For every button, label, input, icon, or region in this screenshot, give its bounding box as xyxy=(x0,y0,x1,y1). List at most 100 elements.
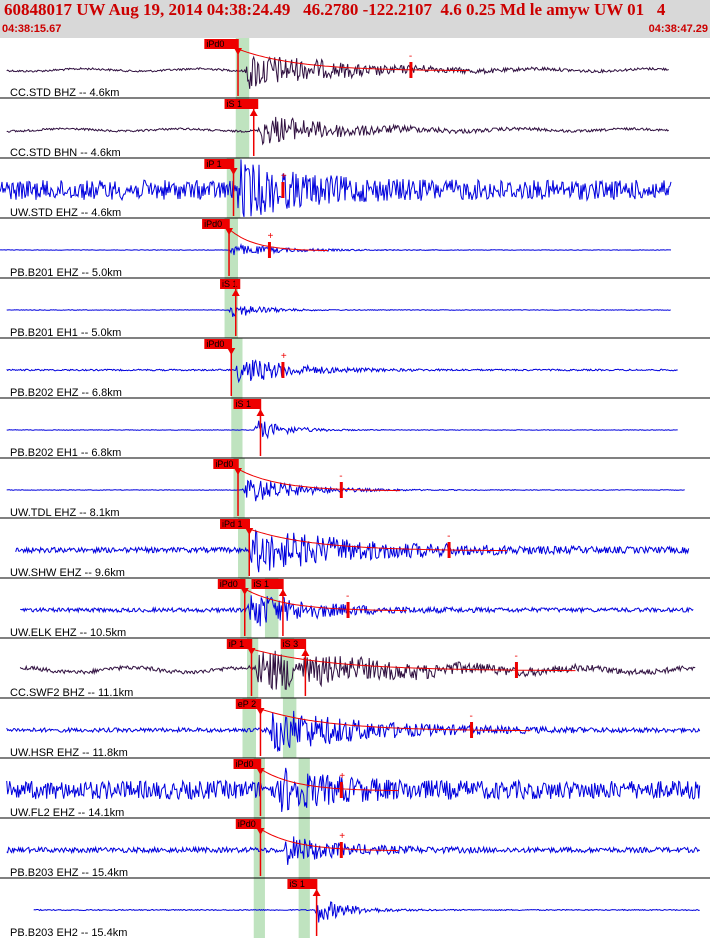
trace-panel: iPd0 - CC.STD BHZ -- 4.6km xyxy=(6,39,669,99)
amplitude-mark-label: + xyxy=(339,771,345,782)
amplitude-mark-label: - xyxy=(339,471,342,482)
event-title: 60848017 UW Aug 19, 2014 04:38:24.49 46.… xyxy=(4,0,666,19)
trace-panel: iS 1 CC.STD BHN -- 4.6km xyxy=(0,97,710,159)
trace-label: UW.SHW EHZ -- 9.6km xyxy=(10,567,125,579)
pick-label: iPd 1 xyxy=(222,519,243,529)
pick-tag xyxy=(251,579,283,589)
pick-label: iPd0 xyxy=(206,39,224,49)
pick-tag xyxy=(202,219,230,229)
trace-label: CC.SWF2 BHZ -- 11.1km xyxy=(10,687,133,699)
pick-tag xyxy=(217,579,245,589)
waveform xyxy=(6,359,678,384)
pick-arrow xyxy=(301,649,310,656)
amplitude-mark-label: - xyxy=(409,51,412,62)
pick-label: iPd0 xyxy=(206,339,224,349)
amplitude-mark-label: + xyxy=(281,171,287,182)
pick-tag xyxy=(213,459,239,469)
waveform xyxy=(20,595,694,627)
pick-label: iP 1 xyxy=(206,159,221,169)
pick-tag xyxy=(280,639,306,649)
waveform xyxy=(6,116,670,146)
trace-label: PB.B203 EHZ -- 15.4km xyxy=(10,867,128,879)
pick-arrow xyxy=(240,588,249,595)
amplitude-mark-label: - xyxy=(346,591,349,602)
pick-arrow xyxy=(231,289,240,296)
trace-label: UW.FL2 EHZ -- 14.1km xyxy=(10,807,124,819)
trace-label: UW.TDL EHZ -- 8.1km xyxy=(10,507,120,519)
coda-curve xyxy=(249,528,508,552)
amplitude-mark-label: - xyxy=(470,711,473,722)
pick-tag xyxy=(204,39,239,49)
pick-tag xyxy=(220,519,250,529)
waveform xyxy=(6,767,701,812)
time-end-label: 04:38:47.29 xyxy=(648,23,708,35)
time-start-label: 04:38:15.67 xyxy=(2,23,62,35)
trace-label: PB.B202 EHZ -- 6.8km xyxy=(10,387,122,399)
pick-tag xyxy=(224,99,259,109)
pick-label: iPd0 xyxy=(238,819,256,829)
pick-arrow xyxy=(312,889,321,896)
pick-arrow xyxy=(225,228,234,235)
trace-label: CC.STD BHN -- 4.6km xyxy=(10,147,121,159)
trace-panel: iPd0 + PB.B202 EHZ -- 6.8km xyxy=(0,337,710,399)
waveform xyxy=(0,159,672,218)
pick-arrow xyxy=(256,708,265,715)
trace-panel: iPd 1 - UW.SHW EHZ -- 9.6km xyxy=(0,517,710,579)
trace-panel: iS 1 PB.B203 EH2 -- 15.4km xyxy=(0,877,710,938)
pick-arrow xyxy=(247,648,256,655)
pick-window xyxy=(264,578,279,638)
trace-label: UW.STD EHZ -- 4.6km xyxy=(10,207,121,219)
pick-window xyxy=(298,758,310,818)
pick-arrow xyxy=(256,768,265,775)
pick-tag xyxy=(233,399,261,409)
coda-curve xyxy=(260,828,399,852)
pick-window xyxy=(253,818,265,878)
coda-curve xyxy=(244,588,407,612)
coda-curve xyxy=(237,48,469,72)
waveform xyxy=(6,836,701,865)
trace-panel: iPd0 + PB.B203 EHZ -- 15.4km xyxy=(0,817,710,879)
pick-label: eP 2 xyxy=(238,699,256,709)
pick-label: iP 1 xyxy=(229,639,244,649)
pick-arrow xyxy=(229,168,238,175)
trace-panel: iPd0 iS 1 - UW.ELK EHZ -- 10.5km xyxy=(0,577,710,639)
amplitude-mark-label: - xyxy=(447,531,450,542)
trace-panel: iPd0 + UW.FL2 EHZ -- 14.1km xyxy=(0,757,710,819)
pick-window xyxy=(282,698,297,758)
header-bar: 60848017 UW Aug 19, 2014 04:38:24.49 46.… xyxy=(0,0,710,38)
pick-window xyxy=(235,98,250,158)
pick-tag xyxy=(204,159,234,169)
pick-label: iPd0 xyxy=(204,219,222,229)
pick-arrow xyxy=(256,409,265,416)
pick-label: iPd0 xyxy=(220,579,238,589)
pick-label: iPd0 xyxy=(236,759,254,769)
pick-label: iS 1 xyxy=(236,399,252,409)
trace-label: PB.B203 EH2 -- 15.4km xyxy=(10,927,127,938)
pick-label: iS 1 xyxy=(222,279,238,289)
waveform xyxy=(6,305,671,317)
pick-label: iS 1 xyxy=(289,879,305,889)
pick-arrow xyxy=(227,348,236,355)
pick-tag xyxy=(235,699,261,709)
amplitude-mark-label: - xyxy=(514,651,517,662)
waveform xyxy=(6,479,685,502)
pick-arrow xyxy=(234,48,243,55)
seismogram-plot: iPd0 - CC.STD BHZ -- 4.6km iS 1 CC.STD BHN -… xyxy=(0,38,710,938)
pick-window xyxy=(253,878,265,938)
trace-label: CC.STD BHZ -- 4.6km xyxy=(10,87,119,99)
coda-curve xyxy=(260,768,399,792)
amplitude-mark-label: + xyxy=(281,351,287,362)
pick-label: iS 1 xyxy=(227,99,243,109)
pick-window xyxy=(231,398,243,458)
pick-label: iS 1 xyxy=(253,579,269,589)
trace-label: PB.B201 EH1 -- 5.0km xyxy=(10,327,121,339)
trace-panel: iP 1 iS 3 - CC.SWF2 BHZ -- 11.1km xyxy=(0,637,710,699)
trace-label: UW.ELK EHZ -- 10.5km xyxy=(10,627,126,639)
trace-panel: iS 1 PB.B202 EH1 -- 6.8km xyxy=(0,397,710,459)
waveform xyxy=(6,710,701,752)
pick-window xyxy=(233,458,245,518)
pick-tag xyxy=(220,279,241,289)
trace-panel: iP 1 + UW.STD EHZ -- 4.6km xyxy=(0,157,710,219)
pick-label: iPd0 xyxy=(215,459,233,469)
trace-panel: iPd0 - UW.TDL EHZ -- 8.1km xyxy=(0,457,710,519)
